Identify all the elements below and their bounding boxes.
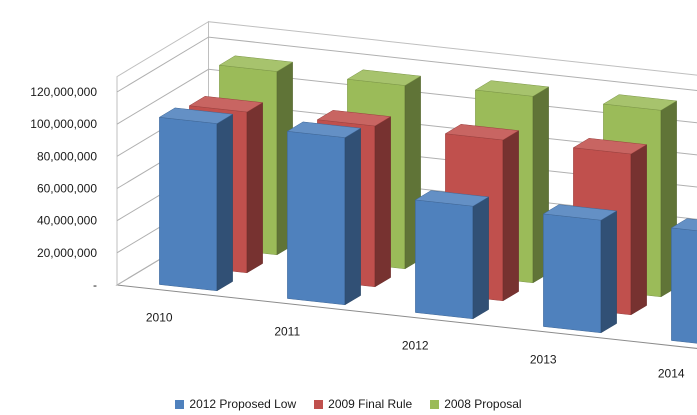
y-tick-label: 40,000,000 bbox=[37, 214, 97, 228]
legend-label: 2012 Proposed Low bbox=[189, 397, 297, 411]
bars bbox=[158, 55, 697, 344]
bar-top-face bbox=[286, 121, 362, 138]
legend-label: 2009 Final Rule bbox=[328, 397, 413, 411]
bar-top-face bbox=[602, 94, 678, 111]
legend-item: 2012 Proposed Low bbox=[175, 397, 296, 411]
bar-top-face bbox=[474, 80, 550, 97]
bar-side-face bbox=[630, 144, 647, 316]
bar-side-face bbox=[472, 196, 489, 320]
x-tick-label: 2014 bbox=[658, 367, 685, 381]
bar-front-face bbox=[287, 131, 346, 306]
bar-top-face bbox=[346, 69, 422, 86]
bar-top-face bbox=[670, 218, 697, 231]
bar bbox=[158, 107, 234, 292]
bar-front-face bbox=[543, 213, 602, 334]
bar-top-face bbox=[444, 124, 520, 141]
x-tick-label: 2012 bbox=[402, 339, 429, 353]
x-tick-label: 2013 bbox=[530, 353, 557, 367]
bar-front-face bbox=[159, 117, 218, 292]
bar-top-face bbox=[188, 96, 264, 113]
bar bbox=[542, 204, 618, 334]
bar-top-face bbox=[572, 138, 648, 155]
bar-front-face bbox=[671, 227, 697, 344]
bar-side-face bbox=[216, 113, 233, 292]
x-tick-label: 2011 bbox=[274, 325, 300, 339]
gridline bbox=[116, 36, 697, 93]
bar bbox=[670, 218, 697, 344]
y-axis-labels: - 20,000,000 40,000,000 60,000,000 80,000,00… bbox=[30, 85, 97, 292]
y-tick-label: 20,000,000 bbox=[37, 246, 97, 260]
bar bbox=[414, 190, 490, 320]
y-tick-label: 60,000,000 bbox=[37, 182, 97, 196]
bar-top-face bbox=[218, 55, 294, 72]
legend-swatch bbox=[175, 399, 185, 409]
y-tick-label: - bbox=[93, 278, 97, 292]
y-tick-label: 120,000,000 bbox=[30, 85, 97, 99]
legend-swatch bbox=[430, 399, 440, 409]
x-axis-labels: 2010 2011 2012 2013 2014 bbox=[146, 311, 685, 381]
bar-top-face bbox=[316, 110, 392, 127]
y-tick-label: 100,000,000 bbox=[30, 117, 97, 131]
bar-top-face bbox=[542, 204, 618, 221]
bar-side-face bbox=[600, 210, 617, 334]
legend-item: 2008 Proposal bbox=[430, 397, 522, 411]
bar-side-face bbox=[246, 102, 263, 274]
y-tick-label: 80,000,000 bbox=[37, 149, 97, 163]
bar-side-face bbox=[374, 116, 391, 288]
legend-item: 2009 Final Rule bbox=[314, 397, 412, 411]
bar-top-face bbox=[414, 190, 490, 207]
bar-side-face bbox=[344, 127, 361, 306]
bar-front-face bbox=[415, 199, 474, 320]
legend: 2012 Proposed Low 2009 Final Rule 2008 Pro… bbox=[0, 395, 697, 413]
legend-label: 2008 Proposal bbox=[444, 397, 522, 411]
bar bbox=[286, 121, 362, 306]
bar-side-face bbox=[502, 130, 519, 302]
x-tick-label: 2010 bbox=[146, 311, 173, 325]
bar-top-face bbox=[158, 107, 234, 124]
legend-swatch bbox=[314, 399, 324, 409]
